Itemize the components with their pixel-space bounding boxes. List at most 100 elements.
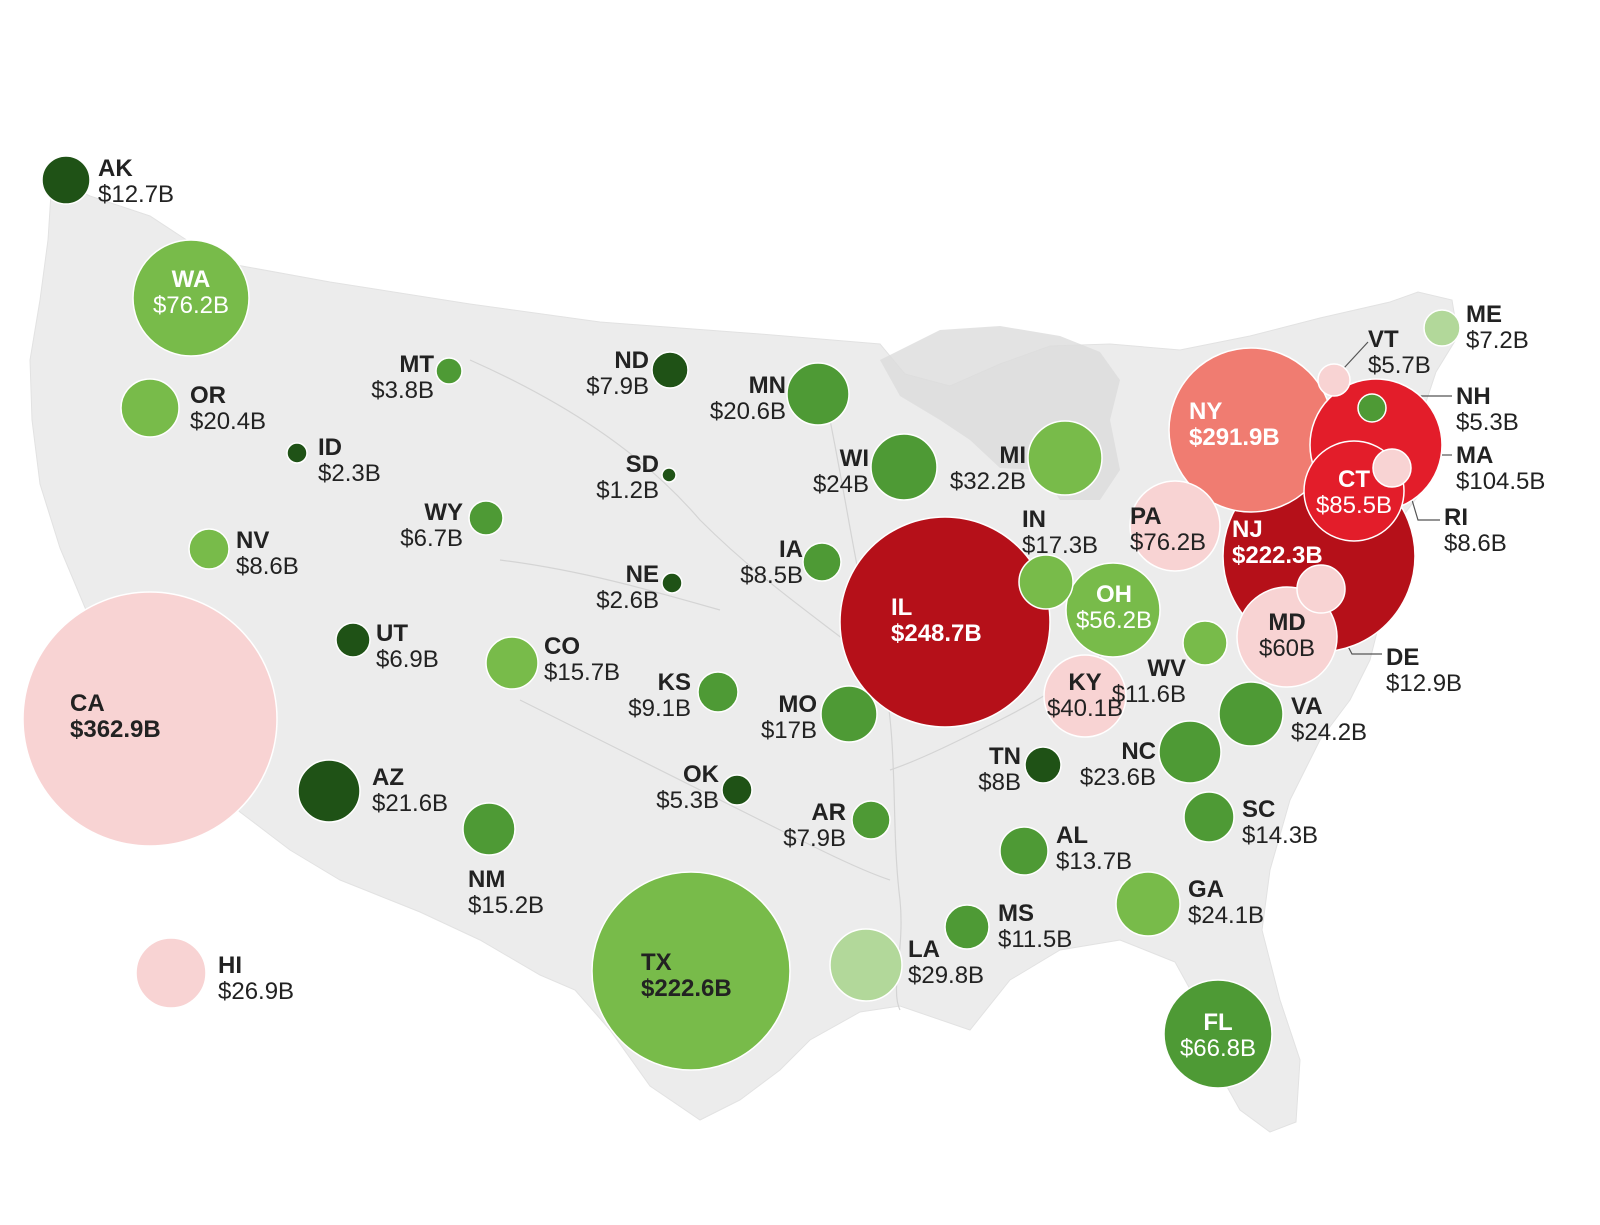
- state-label-ne: NE $2.6B: [596, 561, 659, 614]
- state-value: $7.2B: [1466, 327, 1529, 354]
- state-label-ak: AK $12.7B: [98, 155, 174, 208]
- bubble-mo: [820, 685, 878, 743]
- state-abbr: OR: [190, 382, 226, 409]
- state-abbr: LA: [908, 936, 940, 963]
- state-abbr: NH: [1456, 383, 1491, 410]
- state-label-vt: VT $5.7B: [1368, 326, 1431, 379]
- state-abbr: MO: [778, 691, 817, 718]
- state-label-me: ME $7.2B: [1466, 301, 1529, 354]
- state-value: $15.7B: [544, 659, 620, 686]
- bubble-ne: [661, 572, 683, 594]
- state-label-nm: NM $15.2B: [468, 866, 544, 919]
- river-platte: [499, 559, 721, 611]
- state-value: $21.6B: [372, 790, 448, 817]
- state-label-mt: MT $3.8B: [371, 351, 434, 404]
- state-label-de: DE $12.9B: [1386, 644, 1462, 697]
- state-abbr: AZ: [372, 764, 404, 791]
- state-value: $291.9B: [1189, 424, 1280, 451]
- bubble-tn: [1024, 746, 1062, 784]
- state-label-wv: WV $11.6B: [1112, 655, 1186, 708]
- bubble-ks: [697, 671, 739, 713]
- state-value: $5.3B: [1456, 409, 1519, 436]
- state-label-fl: FL $66.8B: [1180, 1009, 1256, 1062]
- state-value: $8B: [978, 769, 1021, 796]
- state-abbr: SD: [626, 451, 659, 478]
- bubble-mi: [1027, 420, 1103, 496]
- state-value: $56.2B: [1076, 607, 1152, 634]
- bubble-me: [1423, 309, 1461, 347]
- bubble-sc: [1183, 791, 1235, 843]
- state-value: $40.1B: [1047, 695, 1123, 722]
- bubble-oh: [1065, 562, 1161, 658]
- state-value: $85.5B: [1316, 492, 1392, 519]
- state-value: $26.9B: [218, 978, 294, 1005]
- state-abbr: IL: [891, 594, 912, 621]
- state-abbr: UT: [376, 620, 408, 647]
- state-abbr: ID: [318, 434, 342, 461]
- state-value: $11.5B: [998, 926, 1072, 953]
- bubble-nv: [188, 528, 230, 570]
- state-label-ny: NY $291.9B: [1189, 398, 1280, 451]
- state-abbr: NE: [626, 561, 659, 588]
- bubble-co: [485, 636, 539, 690]
- state-label-la: LA $29.8B: [908, 936, 984, 989]
- bubble-in: [1018, 554, 1074, 610]
- state-label-co: CO $15.7B: [544, 633, 620, 686]
- state-label-az: AZ $21.6B: [372, 764, 448, 817]
- state-label-mn: MN $20.6B: [710, 372, 786, 425]
- state-abbr: MN: [749, 372, 786, 399]
- state-value: $32.2B: [950, 468, 1026, 495]
- bubble-pa: [1129, 480, 1221, 572]
- bubble-nd: [651, 351, 689, 389]
- state-abbr: AK: [98, 155, 133, 182]
- state-label-wa: WA $76.2B: [153, 266, 229, 319]
- state-label-mi: MI $32.2B: [950, 442, 1026, 495]
- river-arkansas: [519, 699, 891, 881]
- state-abbr: RI: [1444, 504, 1468, 531]
- state-abbr: WV: [1147, 655, 1186, 682]
- state-value: $17B: [761, 717, 817, 744]
- state-abbr: MI: [999, 442, 1026, 469]
- state-value: $12.9B: [1386, 670, 1462, 697]
- state-abbr: CO: [544, 633, 580, 660]
- state-label-sd: SD $1.2B: [596, 451, 659, 504]
- bubble-va: [1218, 681, 1284, 747]
- bubble-ia: [802, 542, 842, 582]
- state-abbr: NV: [236, 527, 269, 554]
- state-abbr: HI: [218, 952, 242, 979]
- state-label-ca: CA $362.9B: [70, 690, 161, 743]
- state-abbr: PA: [1130, 503, 1162, 530]
- state-label-oh: OH $56.2B: [1076, 581, 1152, 634]
- bubble-tx: [591, 871, 791, 1071]
- state-label-tx: TX $222.6B: [641, 949, 732, 1002]
- state-abbr: WI: [840, 445, 869, 472]
- state-value: $24.1B: [1188, 902, 1264, 929]
- bubble-wi: [870, 433, 938, 501]
- state-value: $14.3B: [1242, 822, 1318, 849]
- state-label-ct: CT $85.5B: [1316, 466, 1392, 519]
- state-label-mo: MO $17B: [761, 691, 817, 744]
- bubble-ga: [1115, 871, 1181, 937]
- state-abbr: ND: [614, 347, 649, 374]
- bubble-ar: [851, 800, 891, 840]
- state-value: $20.4B: [190, 408, 266, 435]
- state-value: $12.7B: [98, 181, 174, 208]
- state-label-or: OR $20.4B: [190, 382, 266, 435]
- state-abbr: MT: [399, 351, 434, 378]
- state-label-tn: TN $8B: [978, 743, 1021, 796]
- state-value: $24B: [813, 471, 869, 498]
- state-abbr: FL: [1203, 1009, 1232, 1036]
- bubble-mt: [435, 357, 463, 385]
- state-value: $7.9B: [783, 825, 846, 852]
- state-abbr: AR: [811, 799, 846, 826]
- state-abbr: VA: [1291, 693, 1323, 720]
- state-value: $8.6B: [1444, 530, 1507, 557]
- state-label-ky: KY $40.1B: [1047, 669, 1123, 722]
- state-value: $8.5B: [740, 562, 803, 589]
- state-value: $8.6B: [236, 553, 299, 580]
- state-abbr: NY: [1189, 398, 1222, 425]
- state-label-pa: PA $76.2B: [1130, 503, 1206, 556]
- state-label-ok: OK $5.3B: [656, 761, 719, 814]
- state-label-ma: MA $104.5B: [1456, 442, 1545, 495]
- state-abbr: OK: [683, 761, 720, 788]
